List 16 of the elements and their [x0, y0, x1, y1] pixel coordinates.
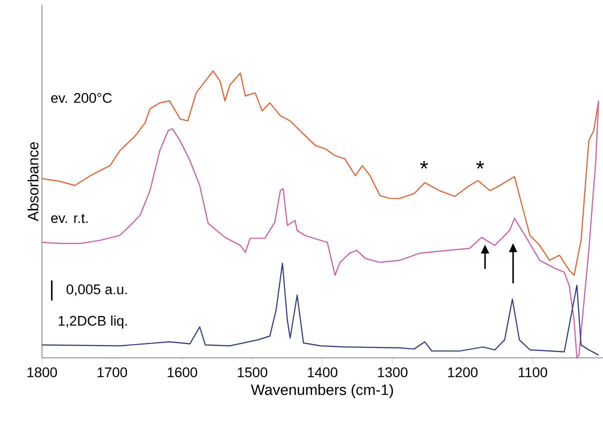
series-label: 1,2DCB liq. [58, 316, 127, 329]
x-tick-label: 1700 [98, 367, 128, 378]
annotation: 0,005 a.u. [66, 284, 127, 296]
x-tick-label: 1200 [448, 367, 478, 378]
x-tick-label: 1800 [28, 367, 57, 378]
x-tick-label: 1100 [518, 367, 548, 378]
text: ev. 200°C [51, 93, 112, 103]
series-label: ev. r.t. [51, 214, 88, 224]
annotation: * [420, 161, 428, 169]
x-tick-label: 1600 [168, 367, 198, 378]
x-tick-label: 1300 [378, 367, 408, 378]
annotation: * [476, 161, 484, 169]
y-axis-title: Absorbance [27, 142, 38, 222]
x-tick-label: 1400 [308, 367, 338, 378]
x-axis-title: Wavenumbers (cm-1) [250, 384, 393, 398]
x-tick-label: 1500 [238, 367, 268, 378]
